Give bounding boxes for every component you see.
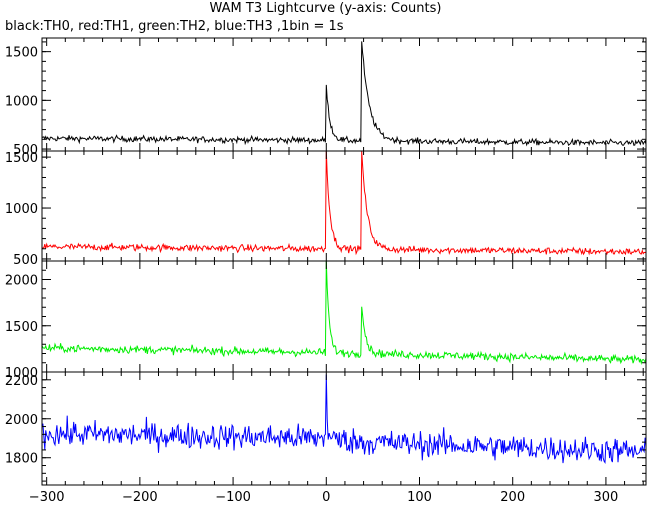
series-line-th1: [42, 150, 647, 256]
x-tick-label: −200: [122, 490, 158, 505]
x-tick-label: 200: [500, 490, 525, 505]
chart-title: WAM T3 Lightcurve (y-axis: Counts): [209, 1, 442, 16]
y-tick-label: 1500: [5, 151, 38, 166]
series-line-th2: [41, 260, 647, 366]
y-tick-label: 500: [13, 253, 38, 268]
y-tick-label: 1000: [5, 202, 38, 217]
panel-frame: [41, 371, 647, 486]
y-tick-label: 1000: [5, 366, 38, 381]
series-line-th0: [41, 41, 647, 147]
chart-subtitle: black:TH0, red:TH1, green:TH2, blue:TH3 …: [5, 19, 344, 34]
series-line-th3: [41, 374, 647, 465]
x-tick-label: 100: [407, 490, 432, 505]
y-tick-label: 1000: [5, 94, 38, 109]
x-tick-label: −100: [215, 490, 251, 505]
y-tick-label: 1500: [5, 320, 38, 335]
y-tick-label: 2000: [5, 413, 38, 428]
y-tick-label: 500: [13, 143, 38, 158]
y-tick-label: 2000: [5, 274, 38, 289]
y-tick-label: 2200: [5, 374, 38, 389]
y-tick-label: 1800: [5, 452, 38, 467]
x-tick-label: 300: [594, 490, 619, 505]
panel-frame: [41, 37, 647, 152]
y-tick-label: 1500: [5, 46, 38, 61]
x-tick-label: −300: [29, 490, 65, 505]
x-tick-label: 0: [322, 490, 330, 505]
panel-frame: [41, 150, 647, 262]
